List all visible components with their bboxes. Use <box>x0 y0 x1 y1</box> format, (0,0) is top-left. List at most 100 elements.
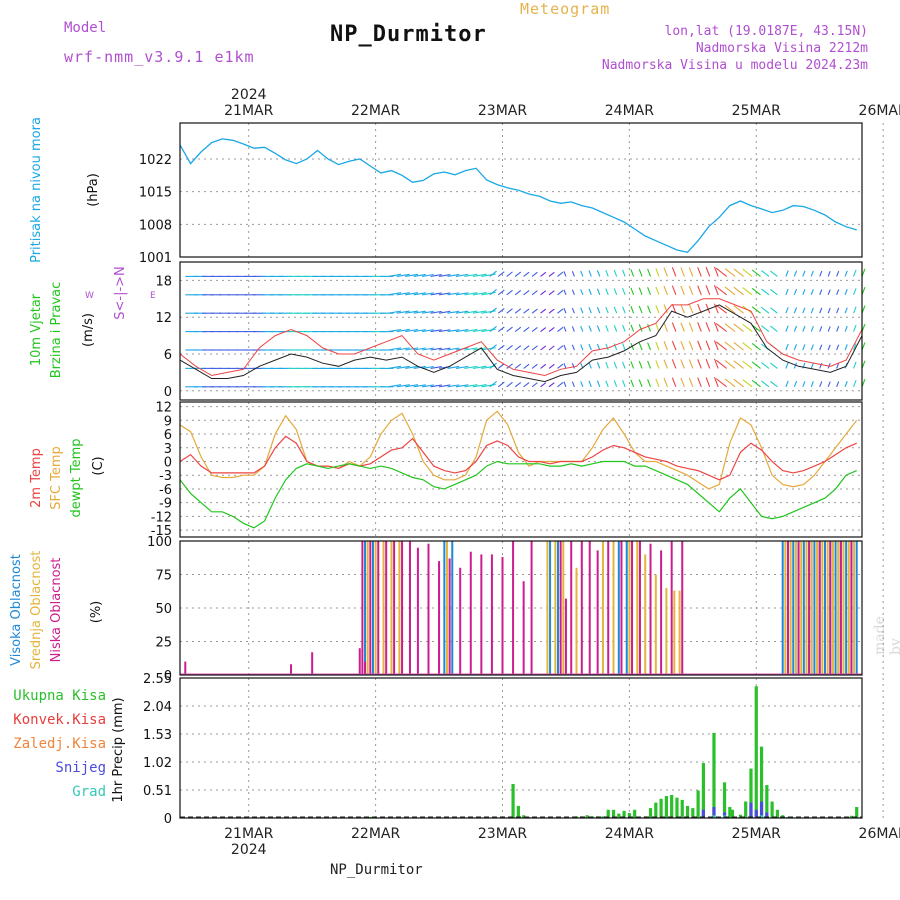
mid-cloud-bar <box>601 541 604 675</box>
wind-arrow <box>761 288 770 296</box>
wind-arrow <box>548 290 555 296</box>
wind-arrow <box>853 324 857 332</box>
wind-arrow <box>802 270 806 277</box>
wind-arrow <box>540 345 547 351</box>
wind-arrow <box>430 347 442 351</box>
total-precip-bar <box>617 813 621 818</box>
wind-arrow <box>724 304 736 314</box>
wind-arrow <box>405 347 419 351</box>
wind-arrow <box>819 362 823 369</box>
bottom-date-label: 23MAR <box>478 826 527 842</box>
wind-arrow <box>481 365 496 369</box>
snow-bar <box>754 809 758 818</box>
y-tick-label: 0 <box>164 669 172 684</box>
y-tick-label: 12 <box>155 401 172 416</box>
wind-arrow <box>472 273 487 277</box>
wind-arrow <box>563 363 567 369</box>
panel-frames <box>179 122 863 819</box>
wind-arrow <box>557 382 564 388</box>
wind-arrow <box>671 322 677 332</box>
wind-arrow <box>785 270 789 277</box>
y-tick-label: 2.55 <box>143 672 172 687</box>
panel-frame <box>179 540 863 676</box>
wind-arrow <box>770 362 778 369</box>
wind-arrow <box>733 341 744 351</box>
y-tick-label: -6 <box>159 483 172 498</box>
wind-arrow <box>680 322 685 332</box>
wind-arrow <box>742 379 753 388</box>
wind-arrow <box>489 362 497 369</box>
low-cloud-bar <box>469 551 472 675</box>
wind-arrow <box>751 361 761 369</box>
wind-arrow <box>713 358 719 369</box>
wind-arrow <box>697 340 702 351</box>
wind-arrow <box>388 273 402 277</box>
wind-arrow <box>422 329 434 333</box>
wind-arrow <box>447 310 460 314</box>
wind-arrow <box>697 285 702 296</box>
wind-arrow <box>724 378 736 388</box>
wind-arrow <box>464 384 478 388</box>
wind-arrow <box>751 324 761 333</box>
wind-arrow <box>655 360 660 369</box>
low-cloud-bar <box>588 541 591 675</box>
total-precip-bar <box>633 809 637 818</box>
wind-arrow <box>588 307 592 314</box>
wind-arrow <box>506 326 513 333</box>
high-cloud-bar <box>813 541 816 675</box>
wind-arrow <box>793 307 798 314</box>
y-tick-label: 25 <box>155 636 172 651</box>
wind-arrow <box>489 270 497 277</box>
wind-arrow <box>793 325 798 332</box>
wind-arrow <box>531 382 538 388</box>
wind-arrow <box>481 291 496 296</box>
wind-arrow <box>588 362 592 369</box>
wind-arrow <box>688 267 694 277</box>
wind-arrow <box>455 273 469 277</box>
total-precip-bar <box>516 805 520 818</box>
wind-arrow <box>548 363 555 369</box>
y-tick-label: -3 <box>159 469 172 484</box>
mid-cloud-bar <box>612 541 615 675</box>
mid-cloud-bar <box>445 541 448 675</box>
wind-arrow <box>497 381 505 388</box>
wind-arrow <box>770 307 778 314</box>
wind-arrow <box>770 270 778 277</box>
mid-cloud-bar <box>794 541 797 675</box>
total-precip-bar <box>728 807 732 818</box>
wind-arrow <box>715 378 727 388</box>
wind-arrow <box>680 304 685 314</box>
legend-snow: Snijeg <box>55 760 106 776</box>
model-elevation-label: Nadmorska Visina u modelu 2024.23m <box>601 58 868 73</box>
wind-arrow <box>844 325 848 332</box>
y-tick-label: 0 <box>164 455 172 470</box>
total-precip-bar <box>765 785 769 818</box>
wind-arrow <box>605 288 609 296</box>
total-precip-bar <box>849 815 854 818</box>
low-cloud-bar <box>638 541 641 675</box>
wind-arrow <box>464 273 478 277</box>
wind-arrow <box>724 323 736 333</box>
high-cloud-bar <box>549 541 552 675</box>
wind-arrow <box>819 289 823 296</box>
wind-arrow <box>715 286 727 296</box>
low-cloud-bar <box>808 541 811 675</box>
wind-arrow <box>638 287 643 296</box>
wind-arrow <box>523 382 530 388</box>
wind-arrow <box>481 347 496 351</box>
wind-arrow <box>680 377 685 388</box>
total-precip-bar <box>511 783 515 818</box>
wind-arrow <box>438 310 451 314</box>
y-tick-label: 1008 <box>139 218 172 233</box>
bottom-date-label: 25MAR <box>732 826 781 842</box>
bottom-date-label: 24MAR <box>605 826 654 842</box>
wind-gust-line <box>179 298 863 377</box>
wind-arrow <box>405 365 419 369</box>
wind-arrow <box>613 306 618 314</box>
wind-arrow <box>438 292 451 296</box>
wind-arrow <box>819 307 823 314</box>
wind-arrow <box>802 289 806 296</box>
mid-cloud-bar <box>673 590 676 675</box>
bottom-date-label: 22MAR <box>351 826 400 842</box>
graupel-bar <box>759 815 764 818</box>
